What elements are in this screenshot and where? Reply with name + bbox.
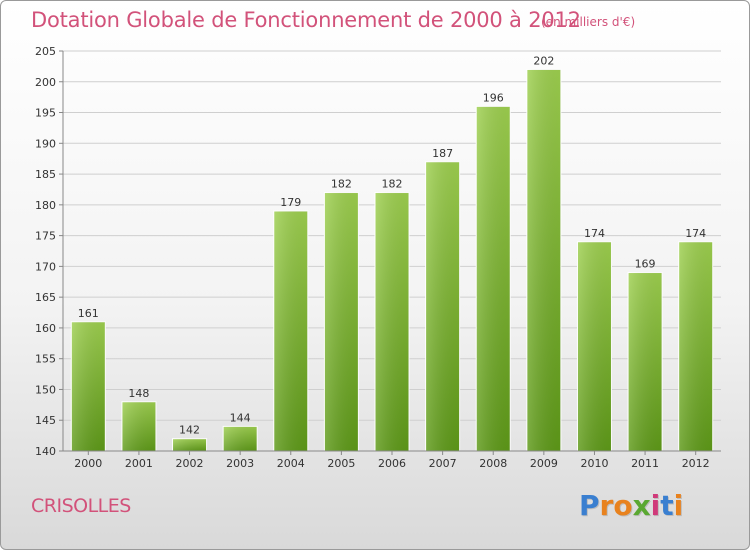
bar-highlight-2004: [273, 211, 308, 451]
data-label-2008: 196: [483, 91, 504, 104]
y-tick-label: 175: [35, 230, 56, 243]
chart-subtitle: (en milliers d'€): [541, 15, 636, 29]
y-tick-label: 205: [35, 45, 56, 58]
data-label-2000: 161: [78, 307, 99, 320]
x-tick-label-2000: 2000: [74, 457, 102, 470]
bar-highlight-2012: [678, 241, 713, 451]
x-tick-label-2001: 2001: [125, 457, 153, 470]
x-tick-label-2006: 2006: [378, 457, 406, 470]
x-tick-label-2003: 2003: [226, 457, 254, 470]
data-label-2005: 182: [331, 178, 352, 191]
proxiti-logo: Proxiti: [579, 489, 683, 522]
y-tick-label: 165: [35, 291, 56, 304]
logo-letter: t: [660, 489, 674, 522]
y-tick-label: 200: [35, 76, 56, 89]
x-tick-label-2009: 2009: [530, 457, 558, 470]
bar-highlight-2001: [121, 401, 156, 451]
data-label-2006: 182: [382, 178, 403, 191]
y-tick-label: 140: [35, 445, 56, 458]
y-tick-label: 145: [35, 414, 56, 427]
data-label-2009: 202: [533, 54, 554, 67]
bar-highlight-2000: [71, 321, 106, 451]
y-tick-label: 190: [35, 137, 56, 150]
bar-highlight-2009: [526, 69, 561, 451]
logo-letter: x: [632, 489, 651, 522]
logo-letter: r: [599, 489, 614, 522]
x-tick-label-2010: 2010: [580, 457, 608, 470]
y-tick-label: 180: [35, 199, 56, 212]
y-tick-label: 150: [35, 383, 56, 396]
x-tick-label-2011: 2011: [631, 457, 659, 470]
bar-highlight-2002: [172, 438, 207, 451]
bar-highlight-2007: [425, 161, 460, 451]
y-tick-label: 185: [35, 168, 56, 181]
x-tick-label-2012: 2012: [682, 457, 710, 470]
y-tick-label: 155: [35, 353, 56, 366]
x-tick-label-2008: 2008: [479, 457, 507, 470]
y-tick-label: 195: [35, 107, 56, 120]
data-label-2011: 169: [635, 258, 656, 271]
logo-letter: o: [613, 489, 633, 522]
data-label-2002: 142: [179, 424, 200, 437]
chart-title: Dotation Globale de Fonctionnement de 20…: [31, 8, 581, 32]
data-label-2001: 148: [128, 387, 149, 400]
data-label-2003: 144: [230, 411, 251, 424]
commune-name: CRISOLLES: [31, 495, 131, 517]
logo-letter: i: [673, 489, 684, 522]
bar-highlight-2006: [375, 192, 409, 452]
data-label-2004: 179: [280, 196, 301, 209]
x-tick-label-2007: 2007: [429, 457, 457, 470]
x-tick-label-2005: 2005: [327, 457, 355, 470]
data-label-2010: 174: [584, 227, 605, 240]
bar-highlight-2008: [476, 106, 511, 451]
bar-highlight-2005: [324, 192, 359, 452]
data-label-2012: 174: [685, 227, 706, 240]
x-tick-label-2002: 2002: [176, 457, 204, 470]
bar-highlight-2010: [577, 241, 612, 451]
bar-highlight-2003: [223, 426, 258, 451]
bar-highlight-2011: [628, 272, 663, 451]
data-label-2007: 187: [432, 147, 453, 160]
logo-letter: i: [650, 489, 661, 522]
y-tick-label: 160: [35, 322, 56, 335]
logo-letter: P: [579, 489, 600, 522]
y-tick-label: 170: [35, 260, 56, 273]
x-tick-label-2004: 2004: [277, 457, 305, 470]
